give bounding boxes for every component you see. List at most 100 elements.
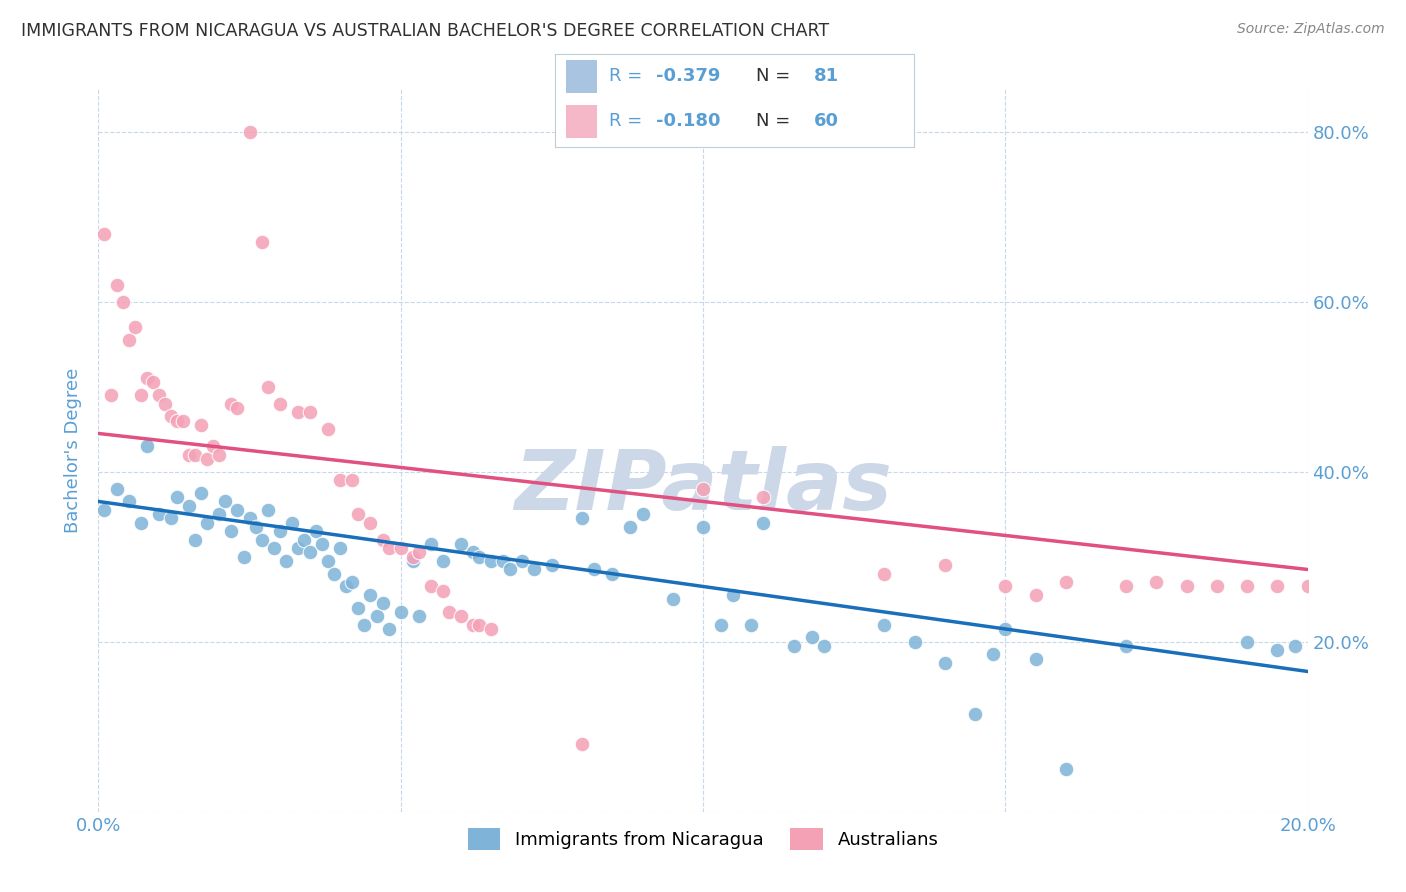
Point	[208, 507, 231, 521]
Point	[873, 617, 896, 632]
Point	[420, 537, 443, 551]
Point	[408, 609, 430, 624]
Point	[129, 388, 152, 402]
Point	[305, 524, 328, 539]
Point	[329, 541, 352, 556]
Point	[463, 545, 485, 559]
Text: N =: N =	[756, 112, 796, 130]
Point	[166, 414, 188, 428]
Point	[250, 533, 273, 547]
Point	[1054, 575, 1077, 590]
Point	[740, 617, 762, 632]
Point	[129, 516, 152, 530]
Point	[583, 562, 606, 576]
Legend: Immigrants from Nicaragua, Australians: Immigrants from Nicaragua, Australians	[461, 821, 945, 857]
Point	[432, 583, 454, 598]
Point	[195, 516, 218, 530]
Point	[353, 617, 375, 632]
Point	[1236, 634, 1258, 648]
Point	[245, 520, 267, 534]
Point	[281, 516, 304, 530]
Point	[179, 448, 201, 462]
Point	[631, 507, 654, 521]
Point	[153, 397, 176, 411]
Point	[1284, 639, 1306, 653]
Point	[873, 566, 896, 581]
Point	[111, 294, 134, 309]
Point	[420, 579, 443, 593]
Point	[752, 490, 775, 504]
Point	[661, 592, 683, 607]
Bar	[567, 60, 596, 93]
Text: -0.180: -0.180	[655, 112, 720, 130]
Point	[118, 494, 141, 508]
Bar	[567, 105, 596, 138]
Point	[256, 380, 278, 394]
Point	[981, 648, 1004, 662]
Point	[135, 439, 157, 453]
Point	[934, 558, 956, 573]
Point	[710, 617, 733, 632]
Point	[195, 452, 218, 467]
Point	[437, 605, 460, 619]
Point	[172, 414, 194, 428]
Point	[800, 631, 823, 645]
Point	[93, 503, 115, 517]
Point	[366, 609, 388, 624]
Point	[994, 622, 1017, 636]
Point	[402, 554, 425, 568]
Point	[408, 545, 430, 559]
Point	[377, 622, 399, 636]
Point	[904, 634, 927, 648]
Point	[335, 579, 357, 593]
Point	[692, 520, 714, 534]
Point	[450, 609, 472, 624]
Point	[221, 397, 243, 411]
Point	[226, 401, 249, 415]
Text: R =: R =	[609, 68, 648, 86]
Point	[299, 545, 322, 559]
Point	[299, 405, 322, 419]
Point	[287, 541, 309, 556]
Text: 60: 60	[814, 112, 838, 130]
Point	[571, 737, 593, 751]
Point	[292, 533, 315, 547]
Point	[342, 473, 364, 487]
Point	[93, 227, 115, 241]
Point	[619, 520, 641, 534]
Point	[202, 439, 225, 453]
Point	[540, 558, 562, 573]
Point	[468, 549, 491, 564]
Point	[389, 605, 412, 619]
Point	[269, 524, 291, 539]
Point	[105, 277, 128, 292]
Point	[184, 448, 207, 462]
Point	[342, 575, 364, 590]
Point	[105, 482, 128, 496]
Point	[481, 554, 503, 568]
Point	[1267, 643, 1289, 657]
Point	[190, 417, 212, 432]
Point	[323, 566, 346, 581]
Point	[1206, 579, 1229, 593]
Point	[135, 371, 157, 385]
Point	[389, 541, 412, 556]
Point	[498, 562, 520, 576]
Point	[311, 537, 333, 551]
Point	[347, 507, 370, 521]
Text: Source: ZipAtlas.com: Source: ZipAtlas.com	[1237, 22, 1385, 37]
Point	[274, 554, 297, 568]
Point	[481, 622, 503, 636]
Point	[239, 511, 262, 525]
Point	[783, 639, 806, 653]
Point	[463, 617, 485, 632]
Point	[214, 494, 236, 508]
Point	[934, 656, 956, 670]
Point	[226, 503, 249, 517]
Point	[316, 554, 339, 568]
Point	[1024, 651, 1046, 665]
Point	[256, 503, 278, 517]
Point	[723, 588, 745, 602]
Point	[994, 579, 1017, 593]
Point	[692, 482, 714, 496]
